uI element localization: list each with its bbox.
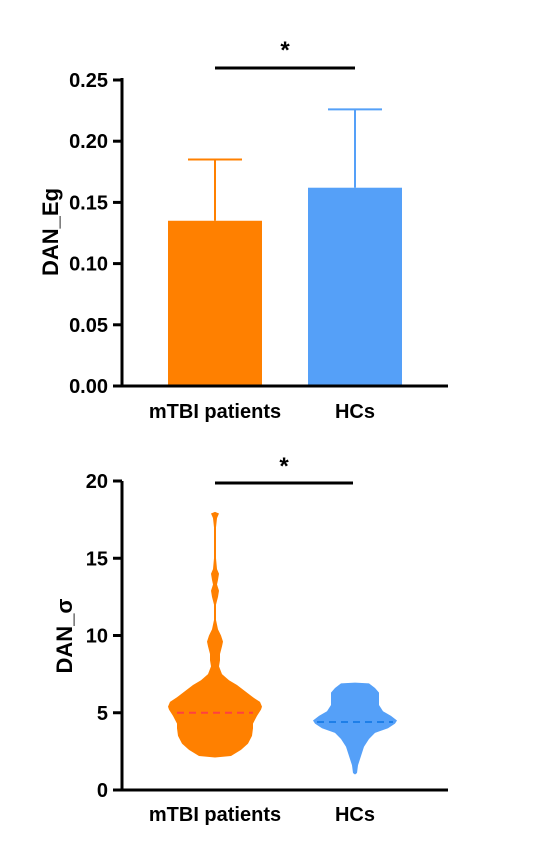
bar-y-axis-label: DAN_Eg [38, 188, 63, 276]
violin-1 [313, 682, 397, 775]
bar-x-tick-label-0: mTBI patients [149, 401, 281, 423]
bar-significance-star: * [280, 37, 290, 64]
bar-y-tick-label-5: 0.25 [69, 70, 108, 92]
violin-y-tick-label-2: 10 [86, 626, 108, 648]
bar-0 [168, 220, 262, 386]
violin-x-tick-label-1: HCs [335, 804, 375, 826]
bar-y-tick-label-2: 0.10 [69, 254, 108, 276]
violin-y-tick-label-1: 5 [97, 703, 108, 725]
bar-marks [168, 108, 402, 386]
violin-x-tick-label-0: mTBI patients [149, 804, 281, 826]
violin-marks [168, 511, 397, 775]
bar-y-tick-label-3: 0.15 [69, 192, 108, 214]
bar-y-tick-label-1: 0.05 [69, 315, 108, 337]
bar-x-tick-label-1: HCs [335, 401, 375, 423]
violin-y-axis-label: DAN_σ [52, 599, 77, 674]
violin-y-ticks: 0 5 10 15 20 [86, 471, 122, 802]
violin-y-tick-label-3: 15 [86, 548, 108, 570]
bar-chart: 0.00 0.05 0.10 0.15 0.20 0.25 mTBI patients H… [38, 37, 448, 423]
bar-1 [308, 187, 402, 386]
violin-chart: 0 5 10 15 20 mTBI patients HCs DAN_σ * [52, 453, 448, 826]
violin-0 [168, 511, 262, 758]
bar-y-tick-label-0: 0.00 [69, 376, 108, 398]
bar-y-ticks: 0.00 0.05 0.10 0.15 0.20 0.25 [69, 70, 122, 398]
violin-y-tick-label-4: 20 [86, 471, 108, 493]
bar-y-tick-label-4: 0.20 [69, 131, 108, 153]
violin-y-tick-label-0: 0 [97, 780, 108, 802]
violin-significance-star: * [279, 453, 289, 480]
